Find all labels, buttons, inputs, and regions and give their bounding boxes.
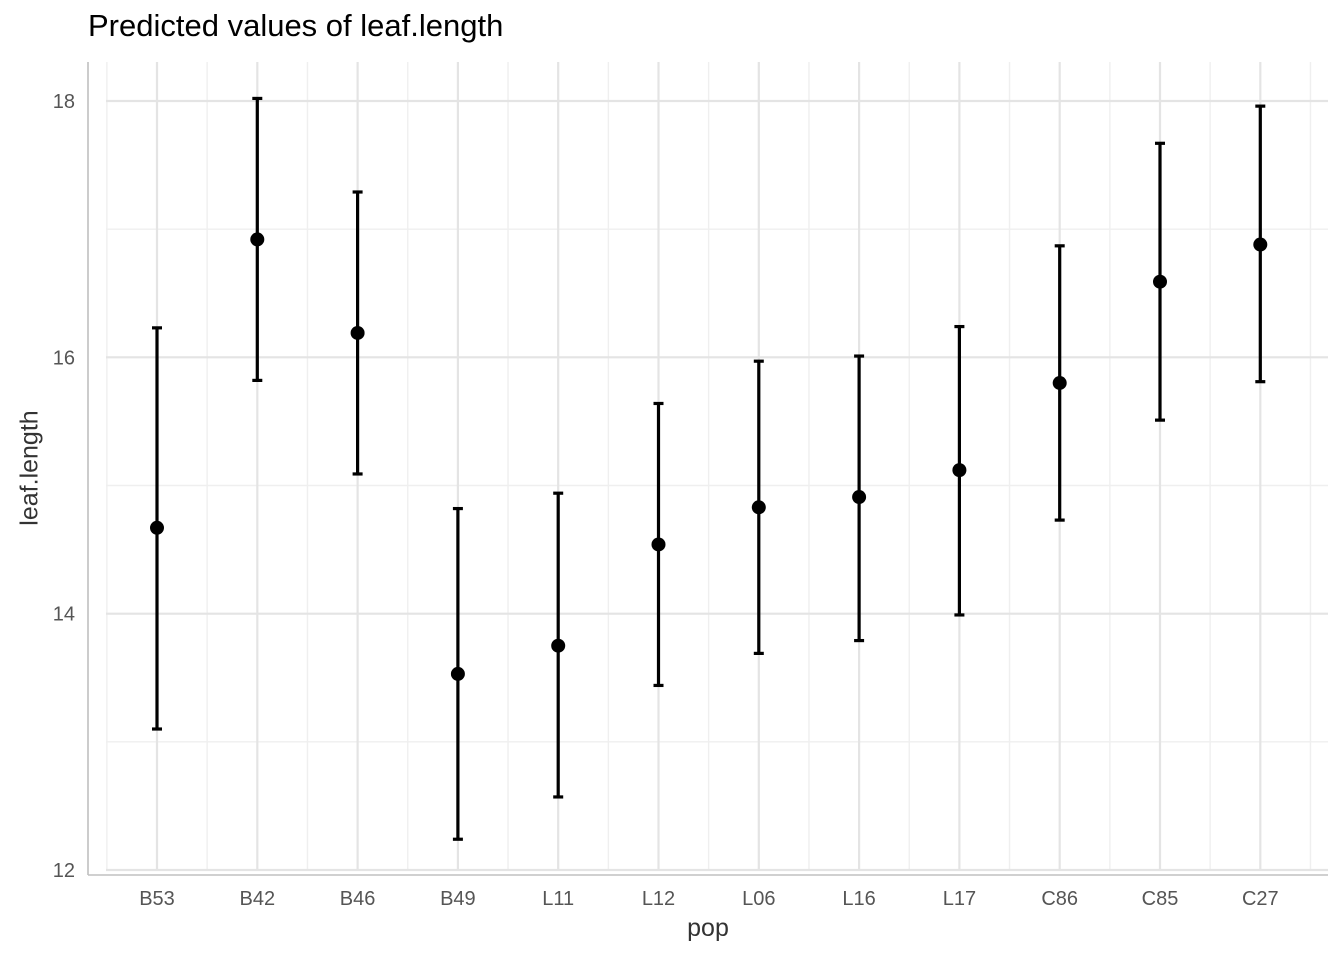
chart-title: Predicted values of leaf.length xyxy=(88,8,504,43)
data-point xyxy=(651,537,666,552)
x-axis-title: pop xyxy=(687,914,729,942)
x-tick-label: L12 xyxy=(642,888,675,910)
x-tick-label: L16 xyxy=(842,888,875,910)
x-tick-label: B42 xyxy=(240,888,276,910)
data-point xyxy=(852,490,867,505)
x-tick-label: B49 xyxy=(440,888,476,910)
x-tick-label: B53 xyxy=(139,888,175,910)
y-tick-label: 16 xyxy=(53,347,75,369)
data-point xyxy=(250,232,265,247)
y-tick-label: 18 xyxy=(53,91,75,113)
data-point xyxy=(551,638,566,653)
x-tick-label: C27 xyxy=(1242,888,1279,910)
data-point xyxy=(1052,375,1067,390)
x-tick-label: L17 xyxy=(943,888,976,910)
data-point xyxy=(150,520,164,535)
y-tick-label: 12 xyxy=(53,860,75,882)
x-tick-label: L11 xyxy=(542,888,574,910)
data-point xyxy=(350,325,365,340)
x-tick-label: L06 xyxy=(742,888,775,910)
x-tick-label: C85 xyxy=(1142,888,1179,910)
data-point xyxy=(1253,237,1268,252)
x-tick-label: B46 xyxy=(340,888,376,910)
data-point xyxy=(952,463,967,478)
x-tick-label: C86 xyxy=(1041,888,1078,910)
y-tick-label: 14 xyxy=(53,604,75,626)
data-point xyxy=(1153,274,1167,289)
y-axis-title: leaf.length xyxy=(15,410,44,526)
data-point xyxy=(450,666,465,681)
data-point xyxy=(751,500,766,515)
